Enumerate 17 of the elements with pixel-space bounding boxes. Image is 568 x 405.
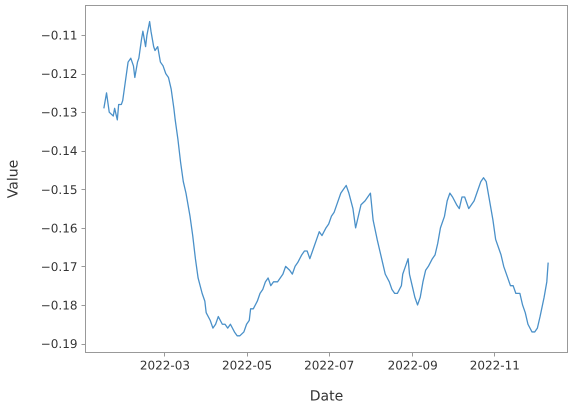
y-tick-label: −0.16 bbox=[40, 221, 78, 236]
x-tick-label: 2022-07 bbox=[304, 358, 354, 372]
y-axis-title: Value bbox=[6, 160, 22, 198]
y-tick-label: −0.17 bbox=[40, 260, 78, 274]
x-axis-title: Date bbox=[310, 388, 344, 404]
y-tick-label: −0.12 bbox=[40, 67, 78, 82]
x-tick-label: 2022-09 bbox=[388, 358, 438, 372]
y-tick-label: −0.19 bbox=[40, 337, 78, 352]
x-tick-label: 2022-11 bbox=[470, 358, 520, 372]
y-tick-label: −0.11 bbox=[40, 28, 78, 43]
y-tick-label: −0.15 bbox=[40, 182, 78, 197]
x-tick-label: 2022-03 bbox=[140, 358, 190, 372]
x-tick-label: 2022-05 bbox=[222, 358, 272, 372]
line-series bbox=[103, 20, 549, 336]
y-tick-label: −0.13 bbox=[40, 106, 78, 120]
y-tick-label: −0.18 bbox=[40, 298, 78, 312]
y-tick-label: −0.14 bbox=[40, 144, 78, 158]
